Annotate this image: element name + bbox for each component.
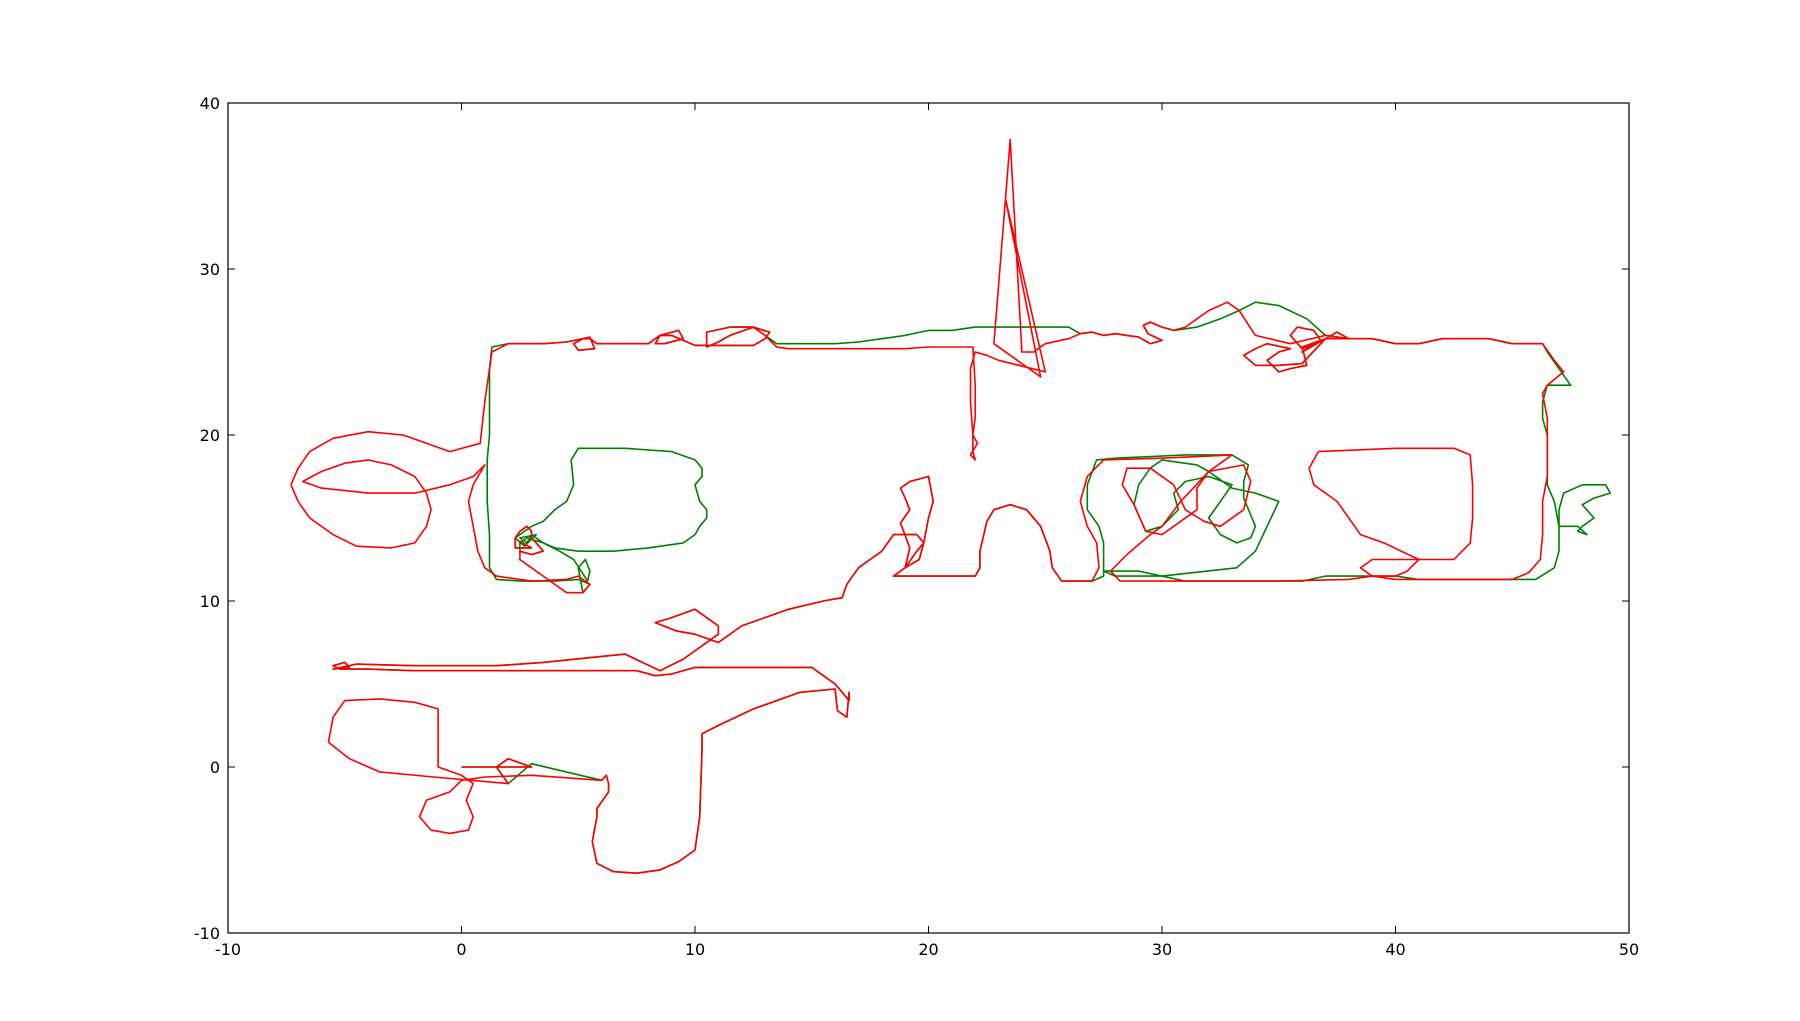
y-tick-label: 20 <box>200 426 220 445</box>
y-axis: -10 0 10 20 30 40 <box>194 94 1629 943</box>
y-tick-label: 30 <box>200 260 220 279</box>
x-axis: -10 0 10 20 30 40 50 <box>215 103 1639 959</box>
series-line-2 <box>290 138 1565 875</box>
y-tick-label: 40 <box>200 94 220 113</box>
series-layer <box>290 138 1612 875</box>
x-tick-label: 20 <box>918 940 938 959</box>
x-tick-label: -10 <box>215 940 241 959</box>
x-tick-label: 40 <box>1385 940 1405 959</box>
x-tick-label: 10 <box>685 940 705 959</box>
x-tick-label: 30 <box>1152 940 1172 959</box>
y-tick-label: 10 <box>200 592 220 611</box>
y-tick-label: -10 <box>194 924 220 943</box>
x-tick-label: 50 <box>1619 940 1639 959</box>
x-tick-label: 0 <box>456 940 466 959</box>
y-tick-label: 0 <box>210 758 220 777</box>
